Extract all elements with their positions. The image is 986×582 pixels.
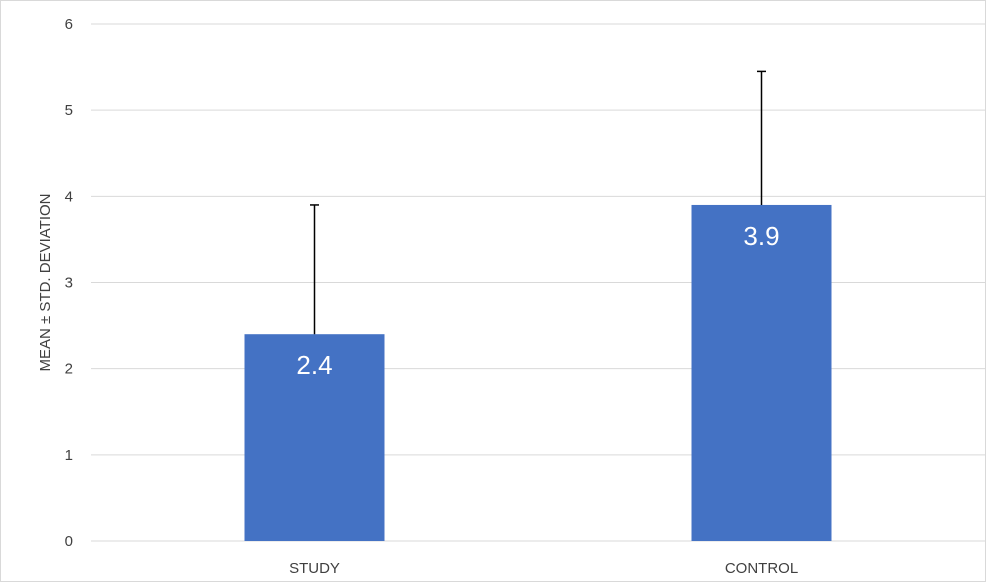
data-labels: 2.4 3.9: [296, 221, 779, 380]
y-tick-label: 0: [65, 533, 73, 550]
y-tick-label: 5: [65, 102, 73, 119]
x-category-label: STUDY: [289, 560, 340, 577]
y-axis-ticks: 0 1 2 3 4 5 6: [65, 16, 73, 550]
y-tick-label: 6: [65, 16, 73, 33]
data-label: 2.4: [296, 350, 332, 380]
y-axis-title: MEAN ± STD. DEVIATION: [37, 194, 54, 372]
y-tick-label: 4: [65, 188, 73, 205]
bar-study: [244, 334, 385, 541]
x-category-label: CONTROL: [725, 560, 798, 577]
bars: [244, 204, 832, 541]
y-tick-label: 3: [65, 275, 73, 292]
y-tick-label: 2: [65, 361, 73, 378]
gridlines: [91, 23, 985, 542]
x-axis-categories: STUDY CONTROL: [289, 560, 798, 577]
data-label: 3.9: [743, 221, 779, 251]
error-bars: [310, 70, 766, 335]
bar-control: [691, 204, 832, 541]
y-tick-label: 1: [65, 447, 73, 464]
